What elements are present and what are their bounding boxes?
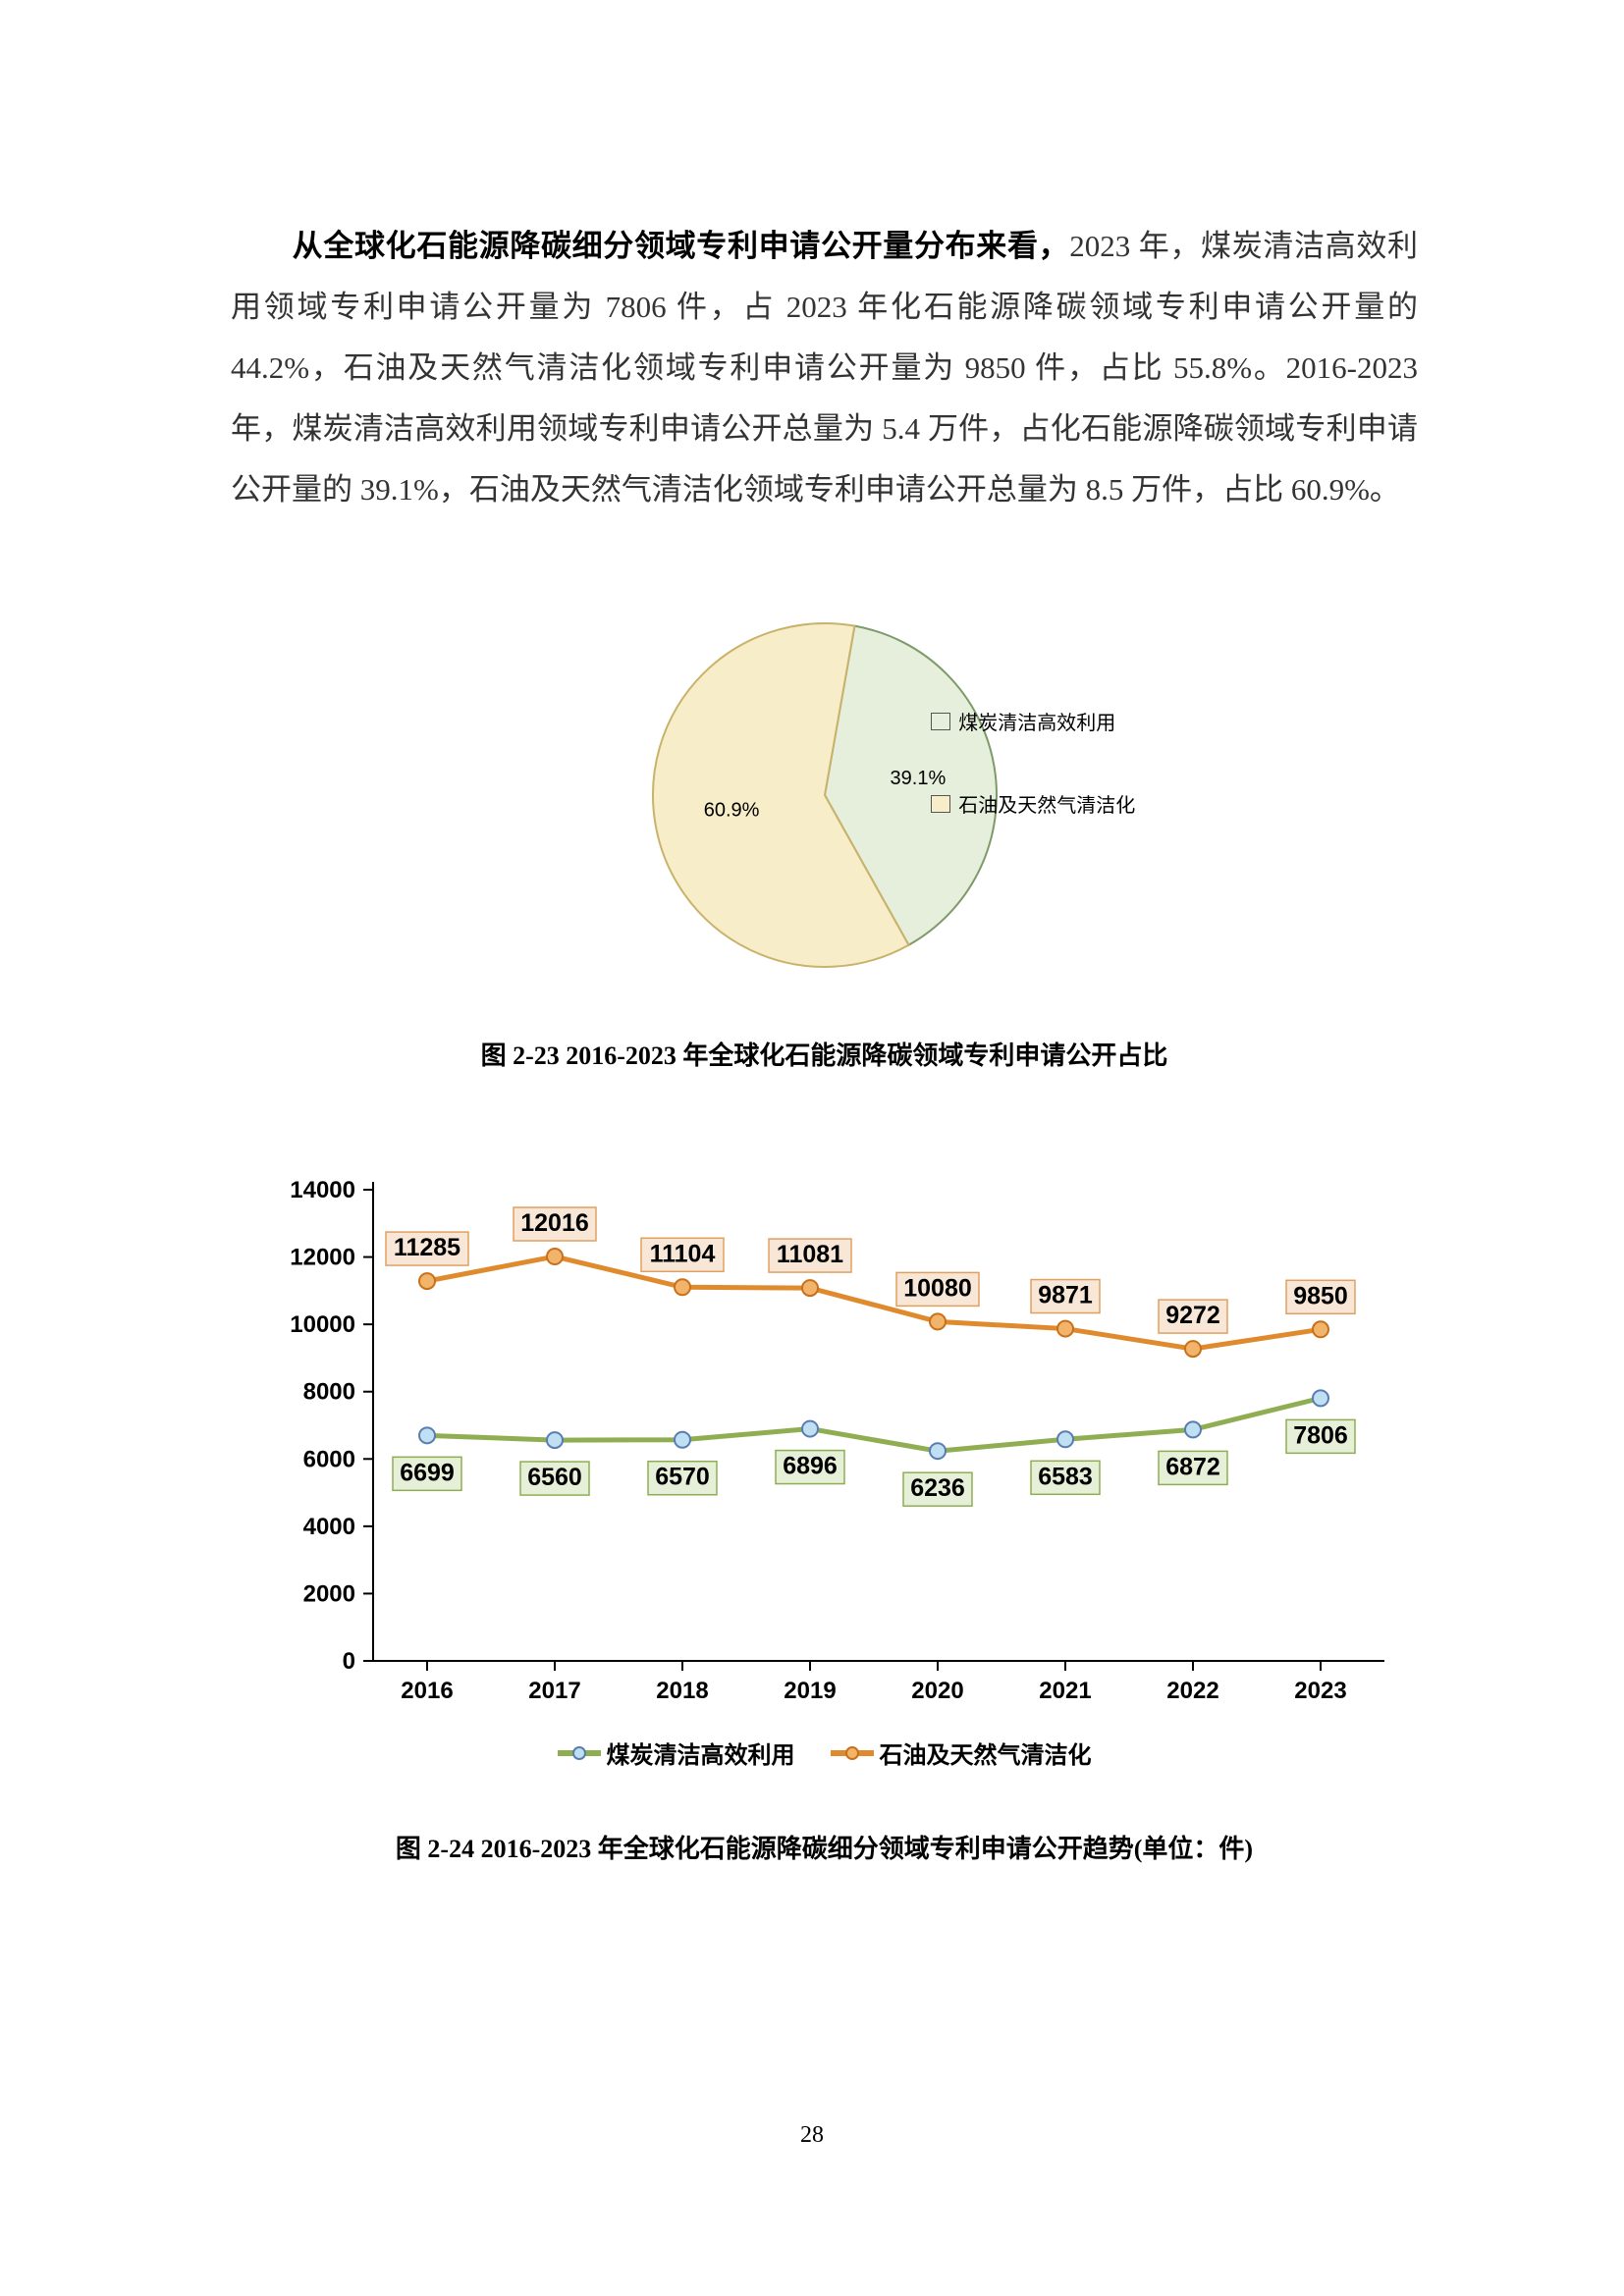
line-legend: 煤炭清洁高效利用 石油及天然气清洁化	[231, 1735, 1418, 1770]
x-tick-label: 2021	[1039, 1678, 1091, 1704]
page-number: 28	[0, 2122, 1624, 2149]
data-label: 7806	[1293, 1421, 1348, 1449]
data-label: 6236	[910, 1474, 965, 1502]
series-marker	[1057, 1431, 1073, 1447]
paragraph-lead: 从全球化石能源降碳细分领域专利申请公开量分布来看，	[292, 229, 1069, 263]
line-legend-item: 煤炭清洁高效利用	[558, 1735, 795, 1770]
series-marker	[675, 1279, 690, 1295]
x-tick-label: 2018	[656, 1678, 708, 1704]
y-tick-label: 14000	[290, 1177, 355, 1203]
x-tick-label: 2023	[1294, 1678, 1346, 1704]
pie-caption: 图 2-23 2016-2023 年全球化石能源降碳领域专利申请公开占比	[231, 1036, 1418, 1072]
data-label: 11081	[776, 1241, 842, 1268]
legend-marker-dot	[845, 1746, 859, 1760]
pie-chart-container: 39.1%60.9% 煤炭清洁高效利用石油及天然气清洁化	[231, 589, 1418, 1011]
y-tick-label: 6000	[302, 1446, 354, 1472]
series-marker	[547, 1432, 563, 1448]
series-marker	[930, 1443, 946, 1459]
line-caption: 图 2-24 2016-2023 年全球化石能源降碳细分领域专利申请公开趋势(单…	[231, 1829, 1418, 1865]
x-tick-label: 2019	[784, 1678, 836, 1704]
series-marker	[802, 1421, 818, 1437]
data-label: 9272	[1165, 1302, 1220, 1329]
pie-legend-item: 煤炭清洁高效利用	[931, 707, 1135, 735]
series-marker	[1313, 1390, 1328, 1406]
legend-line-swatch	[831, 1750, 874, 1756]
y-tick-label: 4000	[302, 1514, 354, 1540]
y-tick-label: 2000	[302, 1580, 354, 1607]
legend-line-swatch	[558, 1750, 601, 1756]
data-label: 6583	[1038, 1463, 1093, 1490]
series-marker	[419, 1273, 435, 1289]
body-paragraph: 从全球化石能源降碳细分领域专利申请公开量分布来看，2023 年，煤炭清洁高效利用…	[231, 216, 1418, 520]
data-label: 11104	[649, 1240, 715, 1267]
legend-swatch	[931, 713, 950, 730]
pie-legend-item: 石油及天然气清洁化	[931, 789, 1135, 818]
series-marker	[1185, 1341, 1201, 1357]
series-marker	[930, 1313, 946, 1329]
data-label: 9850	[1293, 1282, 1348, 1309]
series-marker	[1185, 1421, 1201, 1437]
y-tick-label: 12000	[290, 1245, 355, 1271]
data-label: 12016	[520, 1209, 589, 1237]
x-tick-label: 2022	[1166, 1678, 1218, 1704]
data-label: 6872	[1165, 1453, 1220, 1480]
x-tick-label: 2020	[911, 1678, 963, 1704]
legend-label: 煤炭清洁高效利用	[958, 707, 1115, 735]
paragraph-rest: 2023 年，煤炭清洁高效利用领域专利申请公开量为 7806 件，占 2023 …	[231, 229, 1418, 507]
line-legend-item: 石油及天然气清洁化	[831, 1735, 1092, 1770]
legend-marker-dot	[572, 1746, 586, 1760]
pie-slice-label: 60.9%	[703, 799, 759, 821]
x-tick-label: 2017	[528, 1678, 580, 1704]
data-label: 11285	[393, 1234, 460, 1261]
data-label: 6896	[783, 1453, 838, 1480]
pie-legend: 煤炭清洁高效利用石油及天然气清洁化	[931, 707, 1135, 872]
legend-swatch	[931, 795, 950, 813]
data-label: 6560	[527, 1464, 582, 1491]
series-marker	[675, 1432, 690, 1448]
y-tick-label: 10000	[290, 1311, 355, 1338]
series-marker	[547, 1249, 563, 1264]
series-marker	[1313, 1321, 1328, 1337]
legend-label: 石油及天然气清洁化	[958, 789, 1135, 818]
y-tick-label: 0	[342, 1648, 354, 1675]
legend-label: 煤炭清洁高效利用	[607, 1735, 795, 1770]
data-label: 10080	[903, 1274, 972, 1302]
legend-label: 石油及天然气清洁化	[880, 1735, 1092, 1770]
series-marker	[419, 1427, 435, 1443]
x-tick-label: 2016	[401, 1678, 453, 1704]
series-marker	[1057, 1321, 1073, 1337]
y-tick-label: 8000	[302, 1379, 354, 1406]
data-label: 6570	[655, 1464, 710, 1491]
series-marker	[802, 1280, 818, 1296]
line-chart: 0 2000 4000 6000 8000 10000 12000 14000 2016 2017…	[255, 1160, 1394, 1730]
data-label: 9871	[1038, 1282, 1093, 1309]
line-chart-container: 0 2000 4000 6000 8000 10000 12000 14000 2016 2017…	[231, 1160, 1418, 1730]
data-label: 6699	[400, 1459, 455, 1486]
